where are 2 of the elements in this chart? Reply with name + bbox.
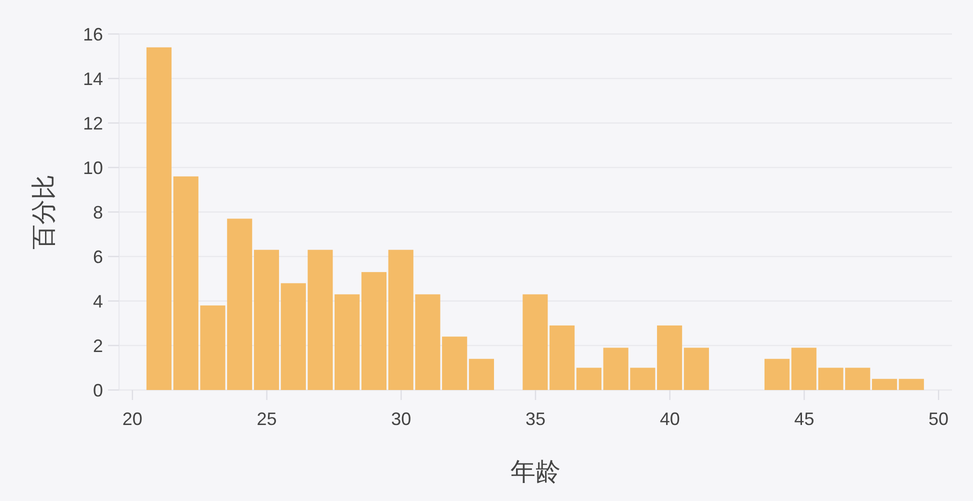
ylabel: 百分比: [30, 174, 58, 250]
xlabel: 年龄: [510, 458, 560, 486]
